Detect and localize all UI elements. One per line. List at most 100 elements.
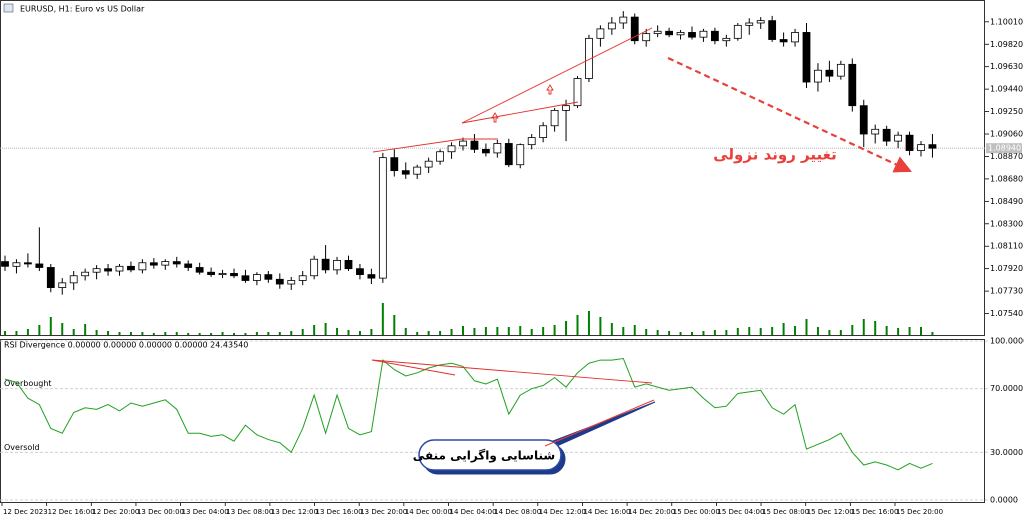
y-tick-label: 1.08680 <box>990 174 1023 183</box>
x-tick-label: 12 Dec 16:00 <box>48 508 95 516</box>
candle-body <box>722 37 731 42</box>
candle-body <box>894 134 902 142</box>
candle-body <box>447 145 456 153</box>
y-tick-label: 1.08870 <box>990 152 1023 161</box>
candle-body <box>138 262 147 271</box>
candle-body <box>848 63 857 107</box>
candle-body <box>768 20 777 40</box>
candle-body <box>539 125 548 138</box>
candle-body <box>104 268 112 272</box>
candle-body <box>814 69 822 83</box>
y-tick-label: 1.07730 <box>990 287 1023 296</box>
candle-body <box>81 271 90 277</box>
candle-body <box>550 109 559 127</box>
candle-body <box>699 30 708 38</box>
x-tick-label: 13 Dec 16:00 <box>316 508 363 516</box>
candle-body <box>69 275 78 284</box>
candle-body <box>356 268 364 275</box>
candle-body <box>35 263 44 268</box>
divergence-lines <box>371 27 653 384</box>
y-tick-label: 70.0000 <box>990 384 1023 393</box>
candle-body <box>630 16 639 42</box>
y-tick-label: 100.0000 <box>990 337 1024 346</box>
y-tick-label: 1.09250 <box>990 107 1023 116</box>
candle-body <box>401 170 410 175</box>
x-tick-label: 13 Dec 12:00 <box>271 508 318 516</box>
candle-body <box>390 157 399 172</box>
candle-body <box>493 143 502 154</box>
y-tick-label: 0.0000 <box>990 496 1018 505</box>
candle-body <box>459 140 467 147</box>
current-price-label: 1.08940 <box>988 144 1021 153</box>
candle-body <box>481 148 490 154</box>
candle-body <box>676 32 685 36</box>
x-tick-label: 15 Dec 20:00 <box>896 508 943 516</box>
candle-body <box>424 160 433 168</box>
candle-body <box>195 267 204 273</box>
candle-body <box>46 267 55 288</box>
candle-body <box>527 137 536 146</box>
callout <box>418 439 562 471</box>
candle-body <box>321 258 330 271</box>
level-label: Overbought <box>4 379 52 388</box>
rsi-line <box>4 357 933 471</box>
x-tick-label: 13 Dec 20:00 <box>360 508 407 516</box>
y-tick-label: 1.10010 <box>990 17 1023 26</box>
trend-arrow <box>667 57 912 173</box>
y-tick-label: 1.09440 <box>990 85 1023 94</box>
y-tick-label: 1.07540 <box>990 309 1023 318</box>
candle-body <box>298 275 307 281</box>
candle-body <box>642 33 651 42</box>
candle-body <box>218 272 227 275</box>
y-tick-label: 1.07920 <box>990 264 1023 273</box>
y-tick-label: 1.08110 <box>990 242 1023 251</box>
x-tick-label: 14 Dec 04:00 <box>450 508 497 516</box>
candle-body <box>241 275 250 281</box>
x-tick-label: 14 Dec 12:00 <box>539 508 586 516</box>
candle-body <box>905 134 914 151</box>
main-frame <box>0 0 985 336</box>
candle-body <box>871 128 880 135</box>
candle-body <box>859 105 868 135</box>
x-tick-label: 15 Dec 00:00 <box>673 508 720 516</box>
level-label: Oversold <box>4 443 40 452</box>
x-tick-label: 14 Dec 08:00 <box>494 508 541 516</box>
x-tick-label: 13 Dec 08:00 <box>226 508 273 516</box>
candle-body <box>378 157 387 279</box>
candle-body <box>516 144 525 166</box>
y-tick-label: 1.08300 <box>990 219 1023 228</box>
candle-body <box>23 262 32 265</box>
x-tick-label: 15 Dec 04:00 <box>717 508 764 516</box>
candle-body <box>127 265 135 271</box>
callout-text: شناسایی واگرایی منفی <box>413 449 555 464</box>
candle-body <box>573 78 582 107</box>
current-price-box <box>986 143 1022 154</box>
candle-body <box>836 63 845 77</box>
candle-body <box>161 261 170 266</box>
y-tick-label: 1.09820 <box>990 40 1023 49</box>
candle-body <box>115 265 124 272</box>
candle-body <box>711 30 719 42</box>
candle-body <box>653 30 662 35</box>
candle-body <box>470 140 479 150</box>
candle-body <box>230 272 238 277</box>
candle-body <box>745 22 754 26</box>
candle-body <box>333 260 341 271</box>
x-tick-label: 14 Dec 20:00 <box>628 508 675 516</box>
candle-body <box>504 143 513 166</box>
candle-body <box>172 261 181 265</box>
indicator-title: RSI Divergence 0.00000 0.00000 0.00000 0… <box>4 341 248 350</box>
trend-annotation: تغییر روند نزولی <box>713 146 836 164</box>
candle-body <box>688 32 696 38</box>
candle-body <box>264 274 273 280</box>
x-tick-label: 13 Dec 04:00 <box>182 508 229 516</box>
x-tick-label: 15 Dec 08:00 <box>762 508 809 516</box>
window-icon[interactable] <box>3 3 14 13</box>
candle-body <box>928 144 937 149</box>
x-tick-label: 12 Dec 2023 <box>3 508 48 516</box>
candle-body <box>207 271 216 275</box>
candle-body <box>917 144 925 151</box>
candle-body <box>275 278 284 285</box>
candle-body <box>92 268 101 273</box>
